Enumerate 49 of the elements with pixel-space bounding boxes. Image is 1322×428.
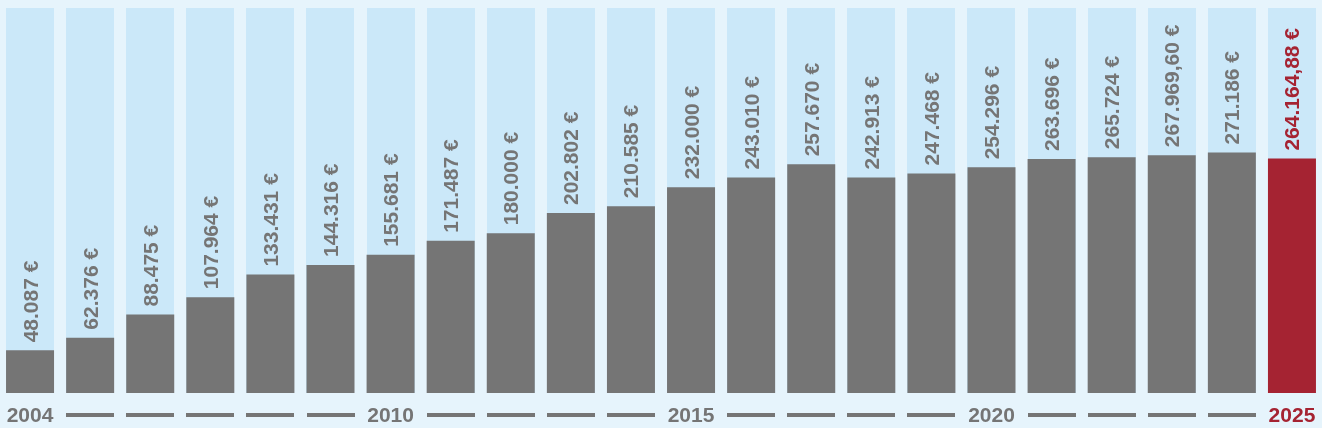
- data-label: 48.087 €: [18, 260, 42, 343]
- bar: [667, 187, 716, 393]
- x-tick-label: 2004: [6, 403, 54, 426]
- bar: [1027, 159, 1076, 393]
- data-label: 155.681 €: [379, 153, 403, 247]
- data-label: 88.475 €: [138, 224, 162, 307]
- data-label: 263.696 €: [1040, 57, 1064, 152]
- data-label: 267.969,60 €: [1160, 24, 1184, 148]
- bar: [1087, 157, 1136, 393]
- bar: [546, 213, 595, 393]
- data-label: 242.913 €: [859, 75, 883, 170]
- bar: [847, 177, 896, 393]
- data-label: 271.186 €: [1220, 50, 1244, 145]
- bar: [186, 297, 235, 393]
- bar: [366, 254, 415, 393]
- bar: [306, 264, 355, 393]
- bar: [126, 314, 175, 393]
- data-label: 171.487 €: [439, 139, 463, 233]
- data-label: 232.000 €: [679, 85, 703, 180]
- bar: [6, 350, 55, 393]
- data-label: 107.964 €: [198, 195, 222, 290]
- data-label: 243.010 €: [739, 75, 763, 170]
- bar: [967, 167, 1016, 393]
- bar: [1147, 155, 1196, 393]
- bar: [426, 240, 475, 393]
- bar: [727, 177, 776, 393]
- data-label: 264.164,88 €: [1280, 27, 1304, 151]
- bar: [486, 233, 535, 393]
- data-label: 180.000 €: [499, 131, 523, 226]
- data-label: 144.316 €: [319, 163, 342, 257]
- data-label: 265.724 €: [1100, 55, 1124, 150]
- data-label: 210.585 €: [619, 104, 643, 199]
- data-label: 257.670 €: [799, 62, 823, 157]
- bar: [66, 337, 115, 393]
- data-label: 133.431 €: [258, 172, 282, 267]
- bar: [787, 164, 836, 393]
- data-label: 247.468 €: [919, 71, 943, 166]
- data-label: 202.802 €: [559, 111, 583, 206]
- x-tick-label: 2010: [367, 403, 414, 426]
- bar: [246, 274, 295, 393]
- bar: [1207, 152, 1256, 393]
- x-tick-label: 2020: [968, 403, 1015, 426]
- bar: [907, 173, 956, 393]
- x-tick-label: 2015: [667, 403, 715, 426]
- bar: [1267, 158, 1316, 393]
- x-tick-label: 2025: [1268, 403, 1316, 426]
- data-label: 62.376 €: [78, 247, 102, 330]
- bar: [606, 206, 655, 393]
- data-label: 254.296 €: [980, 65, 1003, 160]
